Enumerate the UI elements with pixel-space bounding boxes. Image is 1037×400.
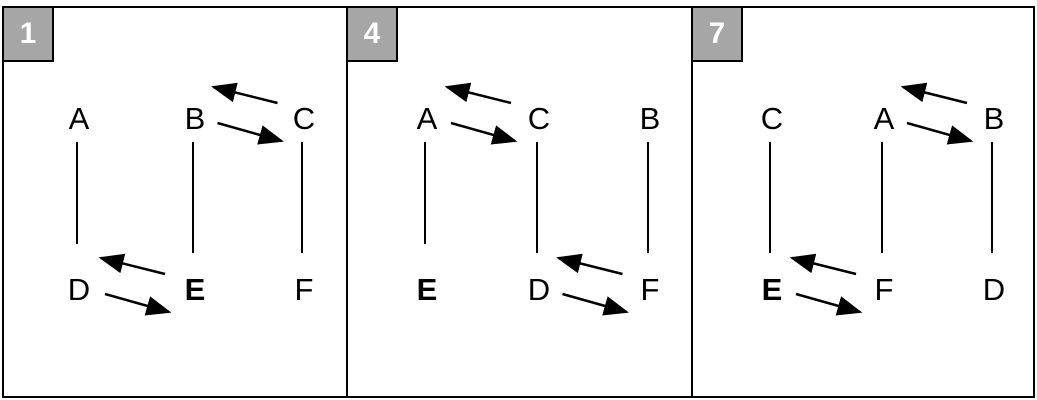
- node-label: D: [67, 272, 91, 307]
- node-label: B: [983, 101, 1005, 136]
- panel-7: 7 C A B E F D: [691, 6, 1035, 398]
- node-label: E: [416, 272, 438, 307]
- node-label: C: [760, 101, 784, 136]
- node-label: F: [294, 272, 314, 307]
- node-label: F: [640, 272, 660, 307]
- node-label: C: [527, 101, 551, 136]
- panel-4: 4 A C B E D F: [346, 6, 694, 398]
- node-label: B: [639, 101, 661, 136]
- node-label: E: [761, 272, 783, 307]
- node-label: D: [527, 272, 551, 307]
- node-label: A: [416, 101, 438, 136]
- node-label: D: [982, 272, 1006, 307]
- node-label: B: [184, 101, 206, 136]
- node-label: E: [184, 272, 206, 307]
- panel-number-badge: 4: [346, 6, 398, 62]
- panel-1: 1 A B C D E F: [2, 6, 349, 398]
- node-label: A: [68, 101, 90, 136]
- node-label: C: [292, 101, 316, 136]
- node-label: A: [873, 101, 895, 136]
- node-label: F: [874, 272, 894, 307]
- panel-number-badge: 7: [691, 6, 743, 62]
- panel-number-badge: 1: [2, 6, 54, 62]
